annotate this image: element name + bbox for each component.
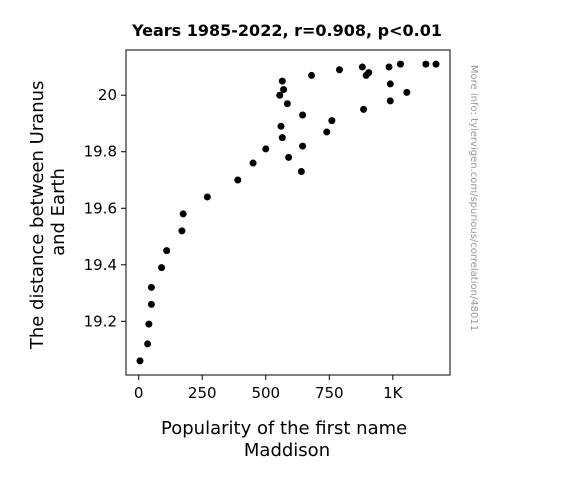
plot-area	[125, 49, 451, 376]
data-point	[299, 111, 307, 119]
data-point	[277, 122, 285, 130]
data-point	[386, 97, 394, 105]
data-point	[203, 193, 211, 201]
data-point	[276, 91, 284, 99]
y-tick-label: 20	[98, 86, 117, 104]
data-point	[144, 340, 152, 348]
x-axis-label: Popularity of the first name Maddison	[161, 418, 413, 461]
data-point	[358, 63, 366, 71]
data-point	[262, 145, 270, 153]
y-axis: 19.2 19.4 19.6 19.8 20	[84, 86, 126, 330]
x-tick-label: 1K	[383, 384, 404, 402]
data-point	[283, 100, 291, 108]
data-point	[249, 159, 257, 167]
y-axis-label: The distance between Uranus and Earth	[27, 75, 69, 350]
data-point	[285, 153, 293, 161]
y-tick-label: 19.2	[84, 312, 117, 330]
data-point	[396, 60, 404, 68]
data-point	[158, 264, 166, 272]
data-point	[136, 357, 144, 365]
x-axis-label-line-1: Popularity of the first name	[161, 418, 407, 439]
data-point	[278, 134, 286, 142]
data-point	[147, 300, 155, 308]
x-tick-label: 750	[315, 384, 344, 402]
chart-title: Years 1985-2022, r=0.908, p<0.01	[131, 21, 442, 40]
data-point	[403, 88, 411, 96]
data-point	[179, 210, 187, 218]
x-axis-label-line-2: Maddison	[244, 440, 330, 461]
data-point	[386, 80, 394, 88]
x-tick-label: 250	[188, 384, 217, 402]
data-point	[385, 63, 393, 71]
data-point	[234, 176, 242, 184]
watermark-text: More info: tylervigen.com/spurious/corre…	[468, 65, 479, 331]
data-point	[145, 320, 153, 328]
y-tick-label: 19.4	[84, 256, 117, 274]
data-point	[299, 142, 307, 150]
data-point	[163, 247, 171, 255]
data-point	[335, 66, 343, 74]
data-point	[278, 77, 286, 85]
data-point	[328, 117, 336, 125]
y-tick-label: 19.6	[84, 199, 117, 217]
data-point	[308, 71, 316, 79]
data-point	[147, 283, 155, 291]
x-tick-label: 500	[251, 384, 280, 402]
data-point	[365, 69, 373, 77]
y-axis-label-line-2: and Earth	[48, 168, 69, 256]
y-axis-label-line-1: The distance between Uranus	[27, 81, 48, 351]
data-point	[432, 60, 440, 68]
data-point	[360, 105, 368, 113]
x-tick-label: 0	[134, 384, 144, 402]
x-axis: 0 250 500 750 1K	[134, 375, 404, 402]
data-point	[297, 168, 305, 176]
data-point	[178, 227, 186, 235]
data-point	[323, 128, 331, 136]
data-points	[136, 60, 440, 365]
y-tick-label: 19.8	[84, 143, 117, 161]
data-point	[422, 60, 430, 68]
data-point	[280, 86, 288, 94]
